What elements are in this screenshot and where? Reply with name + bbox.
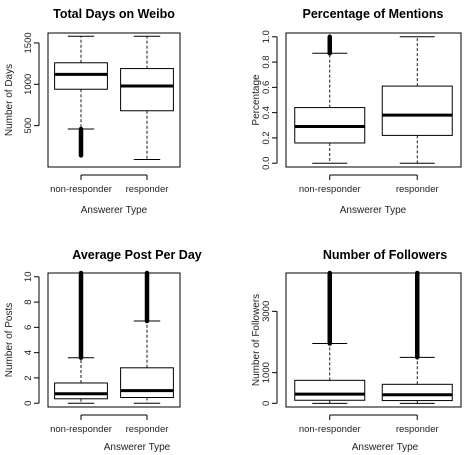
x-tick-label: non-responder [299,184,361,195]
box [120,367,174,399]
box [54,382,108,400]
chart-title: Total Days on Weibo [53,7,175,21]
chart-title: Number of Followers [323,248,447,262]
x-axis-label: Answerer Type [81,205,148,216]
plot-frame [47,32,181,168]
x-tick-label: responder [396,424,439,435]
y-tick-label: 8 [23,299,34,304]
y-tick-label: 4 [23,350,34,355]
y-tick-label: 6 [23,325,34,330]
y-tick-label: 1000 [261,362,272,383]
x-axis-label: Answerer Type [104,442,171,453]
x-tick-label: responder [126,424,169,435]
y-axis-label: Percentage [251,74,262,126]
y-tick-label: 2 [23,375,34,380]
y-axis-label: Number of Followers [251,294,262,386]
x-tick-label: responder [126,184,169,195]
plot-frame [285,32,462,168]
y-tick-label: 0.0 [261,157,272,170]
x-tick-label: responder [396,184,439,195]
box [381,383,453,402]
y-tick-label: 0.2 [261,131,272,144]
y-axis-label: Number of Posts [4,303,15,377]
plot-frame [47,272,181,408]
box [54,62,108,90]
x-tick-label: non-responder [50,424,112,435]
chart-panel: Average Post Per Day 0 2 4 6 8 10 Number of Pos… [4,248,202,453]
y-tick-label: 3000 [261,301,272,322]
y-tick-label: 0.6 [261,81,272,94]
x-axis-label: Answerer Type [352,442,419,453]
y-tick-label: 0 [261,401,272,406]
box [294,379,366,401]
y-tick-label: 0.4 [261,106,272,119]
x-tick-label: non-responder [50,184,112,195]
chart-panel: Percentage of Mentions 0.0 0.2 0.4 0.6 0.8 1.0… [251,7,462,216]
y-tick-label: 0.8 [261,55,272,68]
box [381,85,453,136]
y-tick-label: 0 [23,401,34,406]
x-tick-label: non-responder [299,424,361,435]
chart-title: Percentage of Mentions [303,7,444,21]
chart-panel: Total Days on Weibo 500 1000 1500 Number of … [4,7,181,216]
box [120,68,174,112]
y-tick-label: 10 [23,272,34,283]
plot-frame [285,272,462,408]
x-axis-label: Answerer Type [340,205,407,216]
y-tick-label: 1.0 [261,30,272,43]
y-tick-label: 1000 [23,74,34,95]
y-tick-label: 500 [23,118,34,134]
y-axis-label: Number of Days [4,64,15,136]
chart-title: Average Post Per Day [72,248,202,262]
y-tick-label: 1500 [23,32,34,53]
